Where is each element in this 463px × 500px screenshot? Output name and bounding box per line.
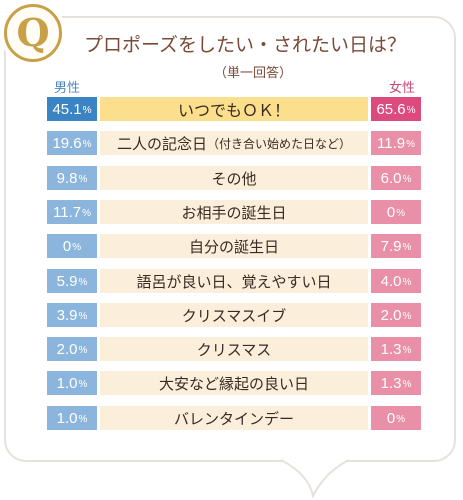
male-value-cell-label: 3.9 xyxy=(56,306,78,324)
percent-unit: % xyxy=(82,208,91,219)
chart-row: 1.0% 大安など縁起の良い日 1.3% xyxy=(0,371,463,395)
male-value-cell-label: 1.0 xyxy=(56,374,78,392)
chart-subtitle: （単一回答） xyxy=(214,66,293,81)
percent-unit: % xyxy=(396,414,406,425)
female-value-cell-label: 2.0 xyxy=(380,306,402,324)
category-label: いつでもＯＫ！ xyxy=(100,97,368,121)
female-value-cell-label: 0 xyxy=(386,203,396,221)
percent-unit: % xyxy=(78,174,88,185)
category-label: お相手の誕生日 xyxy=(100,200,368,224)
male-value-cell-label: 5.9 xyxy=(56,272,78,290)
percent-unit: % xyxy=(402,311,412,322)
female-value-cell: 65.6% xyxy=(371,97,421,121)
category-label: バレンタインデー xyxy=(100,406,368,430)
chart-row: 9.8% その他 6.0% xyxy=(0,166,463,190)
male-value-cell: 19.6% xyxy=(47,131,97,155)
female-value-cell: 2.0% xyxy=(371,303,421,327)
percent-unit: % xyxy=(402,379,412,390)
male-value-cell: 3.9% xyxy=(47,303,97,327)
male-value-cell-label: 0 xyxy=(62,237,72,255)
percent-unit: % xyxy=(402,345,412,356)
female-value-cell: 0% xyxy=(371,200,421,224)
female-value-cell: 11.9% xyxy=(371,131,421,155)
male-value-cell: 2.0% xyxy=(47,337,97,361)
male-value-cell-label: 1.0 xyxy=(56,409,78,427)
female-value-cell: 4.0% xyxy=(371,269,421,293)
male-value-cell: 5.9% xyxy=(47,269,97,293)
percent-unit: % xyxy=(402,174,412,185)
percent-unit: % xyxy=(402,277,412,288)
percent-unit: % xyxy=(82,139,92,150)
legend-male: 男性 xyxy=(54,81,81,96)
male-value-cell: 9.8% xyxy=(47,166,97,190)
chart-row: 5.9% 語呂が良い日、覚えやすい日 4.0% xyxy=(0,269,463,293)
male-value-cell-label: 45.1 xyxy=(52,100,82,118)
percent-unit: % xyxy=(396,208,406,219)
percent-unit: % xyxy=(82,105,92,116)
female-value-cell-label: 1.3 xyxy=(380,374,402,392)
percent-unit: % xyxy=(78,345,88,356)
female-value-cell-label: 6.0 xyxy=(380,169,402,187)
female-value-cell-label: 7.9 xyxy=(380,237,402,255)
male-value-cell: 45.1% xyxy=(47,97,97,121)
female-value-cell: 1.3% xyxy=(371,371,421,395)
male-value-cell: 1.0% xyxy=(47,371,97,395)
female-value-cell: 7.9% xyxy=(371,234,421,258)
male-value-cell-label: 2.0 xyxy=(56,340,78,358)
category-label: その他 xyxy=(100,166,368,190)
male-value-cell-label: 19.6 xyxy=(52,134,82,152)
male-value-cell-label: 9.8 xyxy=(56,169,78,187)
male-value-cell: 11.7% xyxy=(47,200,97,224)
percent-unit: % xyxy=(78,379,88,390)
q-letter-icon: Q xyxy=(4,4,62,62)
male-value-cell: 1.0% xyxy=(47,406,97,430)
female-value-cell-label: 4.0 xyxy=(380,272,402,290)
male-value-cell: 0% xyxy=(47,234,97,258)
female-value-cell-label: 0 xyxy=(386,409,396,427)
category-label: 大安など縁起の良い日 xyxy=(100,371,368,395)
chart-row: 11.7% お相手の誕生日 0% xyxy=(0,200,463,224)
female-value-cell: 1.3% xyxy=(371,337,421,361)
category-label: 自分の誕生日 xyxy=(100,234,368,258)
percent-unit: % xyxy=(402,242,412,253)
percent-unit: % xyxy=(78,277,88,288)
category-label: 二人の記念日 （付き合い始めた日など） xyxy=(100,131,368,155)
chart-row: 19.6% 二人の記念日 （付き合い始めた日など） 11.9% xyxy=(0,131,463,155)
category-label: クリスマスイブ xyxy=(100,303,368,327)
percent-unit: % xyxy=(406,139,415,150)
category-label: クリスマス xyxy=(100,337,368,361)
male-value-cell-label: 11.7 xyxy=(53,203,82,221)
legend-female: 女性 xyxy=(389,81,416,96)
female-value-cell-label: 65.6 xyxy=(376,100,406,118)
chart-row: 45.1% いつでもＯＫ！ 65.6% xyxy=(0,97,463,121)
chart-title: プロポーズをしたい・されたい日は？ xyxy=(84,34,407,56)
chart-row: 1.0% バレンタインデー 0% xyxy=(0,406,463,430)
female-value-cell-label: 11.9 xyxy=(377,134,406,152)
chart-row: 3.9% クリスマスイブ 2.0% xyxy=(0,303,463,327)
female-value-cell: 6.0% xyxy=(371,166,421,190)
category-label: 語呂が良い日、覚えやすい日 xyxy=(100,269,368,293)
female-value-cell: 0% xyxy=(371,406,421,430)
chart-row: 2.0% クリスマス 1.3% xyxy=(0,337,463,361)
percent-unit: % xyxy=(78,414,88,425)
female-value-cell-label: 1.3 xyxy=(380,340,402,358)
percent-unit: % xyxy=(72,242,82,253)
question-badge: Q xyxy=(0,0,66,66)
chart-row: 0% 自分の誕生日 7.9% xyxy=(0,234,463,258)
percent-unit: % xyxy=(406,105,416,116)
percent-unit: % xyxy=(78,311,88,322)
